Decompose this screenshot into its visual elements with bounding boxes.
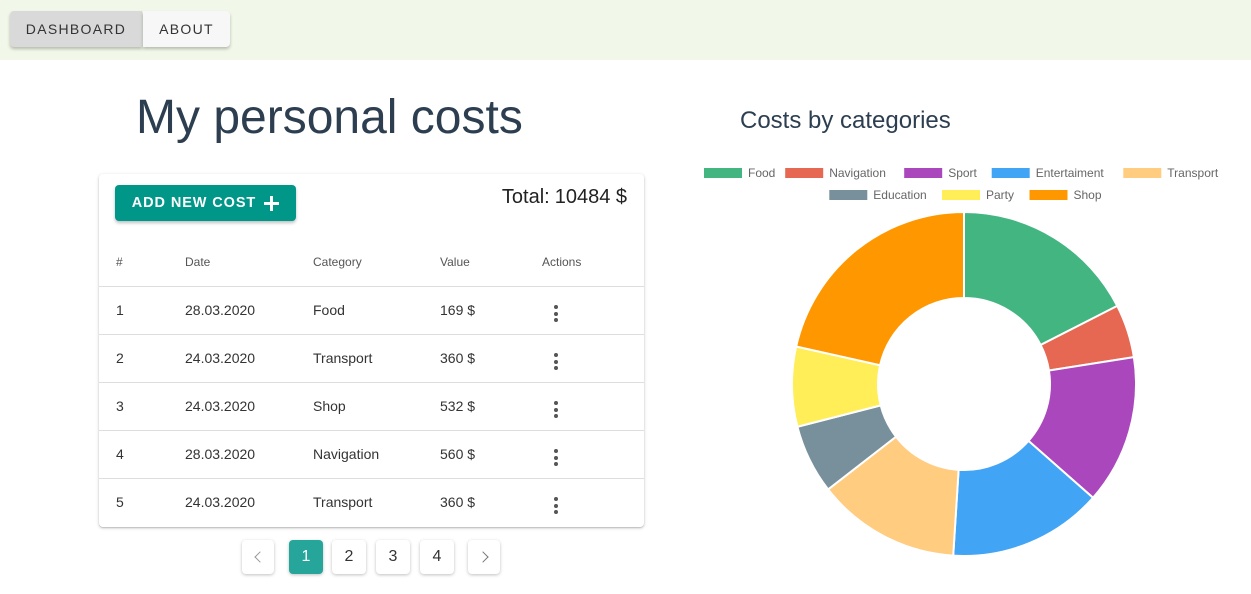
- row-category: Transport: [313, 494, 373, 511]
- nav-dashboard-button[interactable]: Dashboard: [10, 11, 142, 47]
- column-header-number: #: [99, 238, 185, 287]
- slice-shop[interactable]: [794, 210, 965, 367]
- legend-item-navigation[interactable]: Navigation: [785, 166, 886, 180]
- column-header-actions: Actions: [542, 238, 644, 287]
- pagination-page-2[interactable]: 2: [332, 540, 366, 574]
- legend-swatch: [704, 168, 742, 178]
- row-date: 28.03.2020: [185, 430, 313, 479]
- legend-label: Food: [748, 166, 775, 180]
- more-vert-icon[interactable]: [552, 495, 560, 516]
- legend-item-party[interactable]: Party: [942, 188, 1014, 202]
- legend-swatch: [942, 190, 980, 200]
- table-row: 2 24.03.2020 Transport 360 $: [99, 334, 644, 383]
- total-amount: Total: 10484 $: [502, 186, 627, 209]
- table-row: 4 28.03.2020 Navigation 560 $: [99, 430, 644, 479]
- row-number: 3: [99, 382, 185, 431]
- legend-swatch: [785, 168, 824, 178]
- row-value: 360 $: [440, 334, 542, 383]
- legend-label: Shop: [1074, 188, 1102, 202]
- legend-label: Sport: [948, 166, 977, 180]
- row-value: 360 $: [440, 494, 476, 511]
- table-row: 5 24.03.2020 Transport 360 $: [99, 478, 644, 526]
- legend-label: Entertaiment: [1036, 166, 1105, 180]
- pagination-next-button[interactable]: [468, 540, 500, 574]
- column-header-date: Date: [185, 238, 313, 287]
- legend-swatch: [904, 168, 943, 178]
- row-category: Shop: [313, 382, 440, 431]
- row-value: 560 $: [440, 430, 542, 479]
- legend-item-entertaiment[interactable]: Entertaiment: [991, 166, 1105, 180]
- more-vert-icon[interactable]: [552, 447, 560, 468]
- doughnut-chart: Food Navigation Sport Entertaiment Transport…: [704, 166, 1219, 557]
- pagination-page-3[interactable]: 3: [376, 540, 410, 574]
- pagination-page-4[interactable]: 4: [420, 540, 454, 574]
- more-vert-icon[interactable]: [552, 399, 560, 420]
- row-date: 24.03.2020: [185, 334, 313, 383]
- more-vert-icon[interactable]: [552, 351, 560, 372]
- legend-item-shop[interactable]: Shop: [1029, 188, 1102, 202]
- legend-swatch: [991, 168, 1030, 178]
- legend-item-education[interactable]: Education: [829, 188, 927, 202]
- more-vert-icon[interactable]: [552, 303, 560, 324]
- page-title: My personal costs: [136, 91, 523, 144]
- costs-card: Add new cost Total: 10484 $ # Date Catego…: [99, 174, 644, 527]
- pagination-prev-button[interactable]: [242, 540, 274, 574]
- legend-label: Party: [986, 188, 1014, 202]
- row-number: 1: [99, 286, 185, 335]
- row-value: 169 $: [440, 286, 542, 335]
- row-number: 4: [99, 430, 185, 479]
- column-header-value: Value: [440, 238, 542, 287]
- legend-swatch: [1123, 168, 1162, 178]
- table-row: 1 28.03.2020 Food 169 $: [99, 286, 644, 335]
- chevron-left-icon: [253, 551, 266, 563]
- row-date: 24.03.2020: [185, 382, 313, 431]
- row-number: 5: [116, 494, 124, 511]
- row-category: Navigation: [313, 430, 440, 479]
- add-new-cost-button[interactable]: Add new cost: [115, 185, 296, 221]
- table-header-row: # Date Category Value Actions: [99, 238, 644, 287]
- legend-label: Education: [873, 188, 926, 202]
- row-category: Food: [313, 286, 440, 335]
- column-header-category: Category: [313, 238, 440, 287]
- add-new-cost-label: Add new cost: [131, 195, 257, 211]
- row-number: 2: [99, 334, 185, 383]
- row-date: 28.03.2020: [185, 286, 313, 335]
- nav-about-button[interactable]: About: [143, 11, 230, 47]
- legend-item-transport[interactable]: Transport: [1123, 166, 1219, 180]
- top-nav-bar: Dashboard About: [0, 0, 1251, 60]
- slice-food[interactable]: [963, 210, 1119, 347]
- row-category: Transport: [313, 334, 440, 383]
- total-value: 10484 $: [554, 186, 627, 208]
- plus-icon: [264, 195, 280, 211]
- pagination-page-1[interactable]: 1: [289, 540, 323, 574]
- legend-swatch: [1029, 190, 1068, 200]
- legend-label: Transport: [1167, 166, 1219, 180]
- legend-swatch: [829, 190, 868, 200]
- legend-label: Navigation: [829, 166, 886, 180]
- legend-item-food[interactable]: Food: [704, 166, 775, 180]
- costs-table: # Date Category Value Actions 1 28.03.20…: [99, 238, 644, 526]
- row-date: 24.03.2020: [185, 494, 256, 511]
- chart-title: Costs by categories: [740, 107, 951, 134]
- row-value: 532 $: [440, 382, 542, 431]
- total-label: Total:: [501, 186, 550, 208]
- legend-item-sport[interactable]: Sport: [904, 166, 978, 180]
- chevron-right-icon: [476, 551, 489, 563]
- table-row: 3 24.03.2020 Shop 532 $: [99, 382, 644, 431]
